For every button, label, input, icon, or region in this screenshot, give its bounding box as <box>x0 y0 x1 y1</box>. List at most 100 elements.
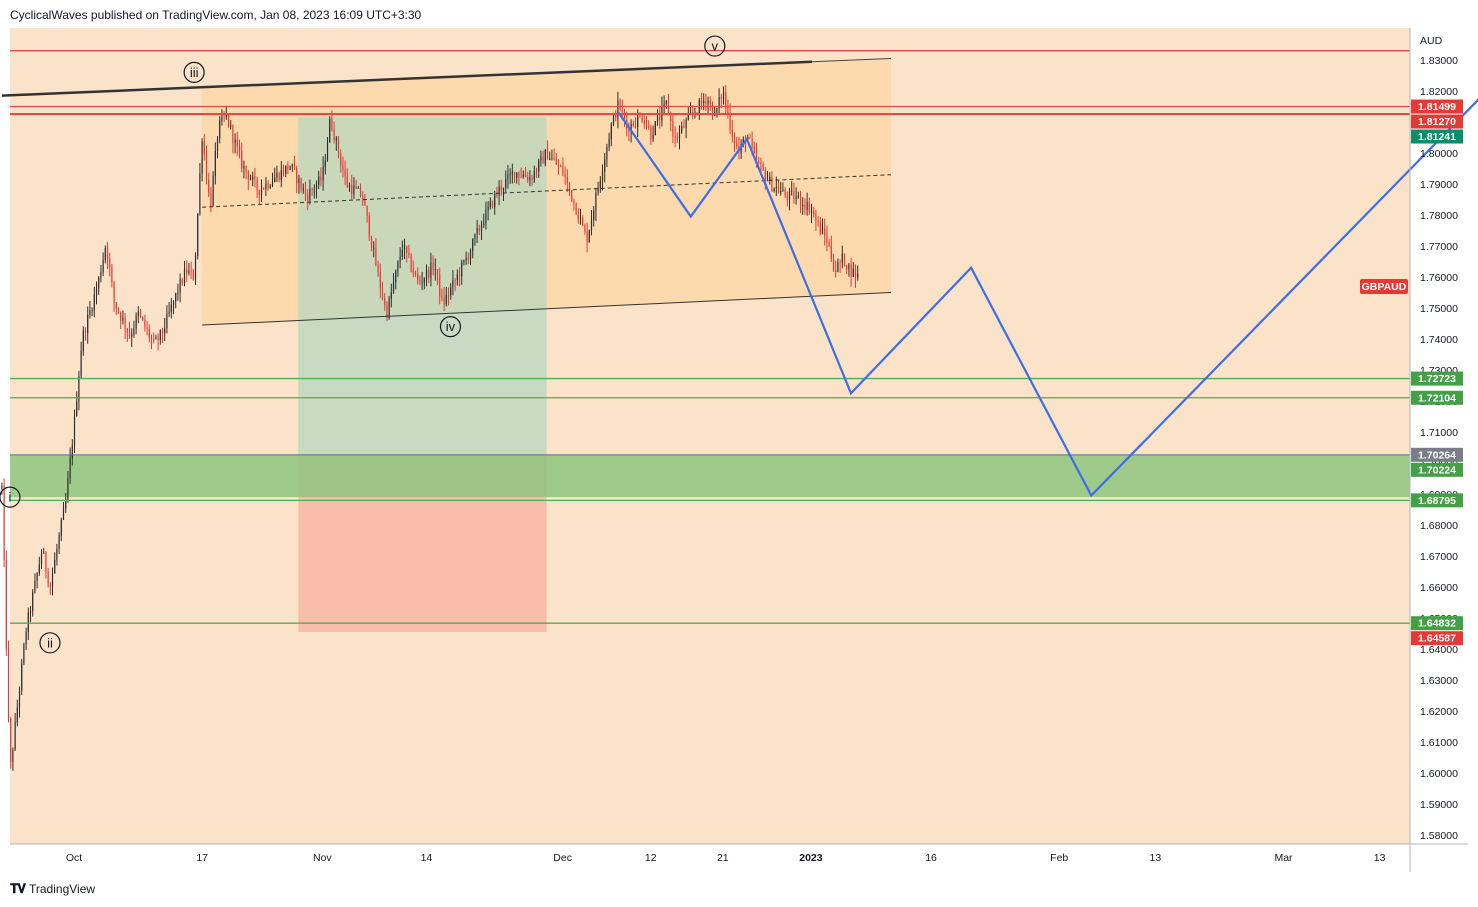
candle-body <box>247 171 249 180</box>
candle-body <box>32 592 34 611</box>
candle-body <box>663 103 665 107</box>
candle-body <box>487 206 489 210</box>
candle-body <box>370 237 373 248</box>
candle-body <box>762 164 764 170</box>
candle-body <box>496 193 498 195</box>
candle-body <box>645 124 648 127</box>
candle-body <box>139 311 142 317</box>
candle-body <box>278 173 280 181</box>
candle-body <box>434 269 436 271</box>
wave-label-circle <box>0 486 21 508</box>
candle-body <box>595 192 597 211</box>
candle-body <box>777 187 780 193</box>
candle-body <box>707 100 709 104</box>
wave-label-circle <box>39 632 61 654</box>
candle-body <box>403 245 406 250</box>
candle-body <box>144 319 146 328</box>
candle-body <box>353 186 355 194</box>
price-tick-label: 1.66000 <box>1420 582 1458 594</box>
price-badge <box>1411 462 1463 477</box>
candle-body <box>830 246 832 260</box>
candle-body <box>513 171 516 178</box>
candle-body <box>709 100 711 104</box>
candle-body <box>612 114 615 125</box>
candle-body <box>582 217 584 226</box>
candle-body <box>300 178 302 189</box>
candle-body <box>377 265 379 273</box>
candle-body <box>637 116 639 128</box>
candle-body <box>454 279 456 281</box>
candle-body <box>672 120 674 137</box>
candle-body <box>549 158 551 160</box>
candle-body <box>489 201 491 207</box>
candle-body <box>703 101 705 104</box>
candle-body <box>656 116 659 122</box>
wave-label-circle <box>183 61 205 84</box>
candle-body <box>483 223 485 226</box>
candle-body <box>221 116 223 121</box>
time-axis[interactable]: Oct 17 Nov 14 Dec 12 21 2023 16 Feb 13 Mar 13 <box>66 852 1386 864</box>
price-badges: 1.81499 1.81270 1.81241 1.72723 1.72104 1.702… <box>1360 99 1463 646</box>
candle-body <box>225 113 227 117</box>
candle-body <box>51 573 54 587</box>
candle-body <box>417 273 419 280</box>
candle-body <box>351 185 353 194</box>
price-badge <box>1411 99 1463 114</box>
candle-body <box>731 130 733 137</box>
candle-body <box>835 270 837 272</box>
candle-body <box>153 339 155 341</box>
candle-body <box>839 262 841 264</box>
candle-body <box>230 125 232 127</box>
candle-body <box>296 168 298 184</box>
candle-body <box>575 202 577 215</box>
price-badge-label: 1.68795 <box>1418 495 1456 507</box>
candle-body <box>194 255 197 280</box>
candle-body <box>355 186 357 189</box>
candle-body <box>678 131 681 139</box>
candle-body <box>804 205 806 210</box>
price-tick-label: 1.60000 <box>1420 768 1458 780</box>
candle-body <box>148 329 150 338</box>
candle-body <box>540 156 542 161</box>
candle-body <box>817 220 819 222</box>
candle-body <box>452 279 454 288</box>
candle-body <box>219 120 221 139</box>
candle-body <box>260 188 263 195</box>
candle-body <box>289 166 291 170</box>
price-badge <box>1411 390 1463 405</box>
candle-body <box>412 270 414 274</box>
candle-body <box>579 217 582 220</box>
candle-body <box>43 552 45 554</box>
candle-body <box>681 126 683 132</box>
candle-body <box>408 252 410 255</box>
candle-body <box>498 186 500 195</box>
candle-body <box>725 92 727 106</box>
candle-body <box>373 247 375 249</box>
candle-body <box>364 199 366 206</box>
wave-label-text: v <box>712 39 719 54</box>
price-badge-label: 1.72104 <box>1418 392 1456 404</box>
candle-body <box>846 265 848 270</box>
candle-body <box>771 176 773 191</box>
candle-body <box>815 214 817 221</box>
candle-body <box>854 268 857 278</box>
channel-middle-line <box>202 174 892 208</box>
candle-body <box>604 158 606 172</box>
channel-upper-line <box>1 60 813 97</box>
candle-body <box>36 573 38 581</box>
brand-name: TradingView <box>29 882 96 896</box>
candle-body <box>716 107 718 112</box>
candle-body <box>676 137 678 139</box>
candle-body <box>447 294 450 296</box>
candle-body <box>62 508 65 520</box>
candle-body <box>819 221 821 234</box>
candle-body <box>56 548 58 560</box>
candle-body <box>342 164 344 171</box>
candle-body <box>320 176 322 181</box>
candle-body <box>414 273 417 275</box>
candle-body <box>76 401 78 416</box>
candle-body <box>25 631 27 645</box>
candle-body <box>318 176 320 185</box>
candle-body <box>58 535 60 549</box>
